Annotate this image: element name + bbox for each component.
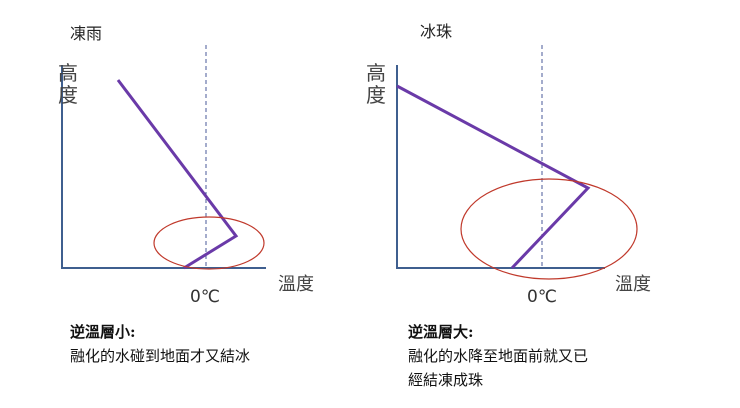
right-caption-line: 經結凍成珠: [408, 371, 484, 389]
left-zero-label: 0℃: [190, 287, 220, 307]
left-title: 凍雨: [70, 24, 103, 43]
right-y-label: 高度: [366, 61, 386, 107]
right-x-label: 溫度: [615, 274, 651, 295]
right-title: 冰珠: [420, 22, 453, 41]
right-caption-heading: 逆溫層大:: [408, 323, 474, 341]
left-x-label: 溫度: [278, 274, 314, 295]
right-caption-line: 融化的水降至地面前就又已: [408, 347, 589, 365]
left-temperature-profile: [116, 79, 239, 270]
right-caption: 逆溫層大: 融化的水降至地面前就又已 經結凍成珠: [408, 320, 588, 392]
left-caption: 逆溫層小: 融化的水碰到地面才又結冰: [70, 320, 250, 368]
left-inversion-ellipse: [153, 216, 265, 270]
right-inversion-ellipse: [460, 178, 638, 280]
left-y-label: 高度: [58, 61, 78, 107]
right-zero-label: 0℃: [527, 287, 557, 307]
left-caption-line: 融化的水碰到地面才又結冰: [70, 347, 251, 365]
right-temperature-profile: [396, 84, 591, 270]
left-caption-heading: 逆溫層小:: [70, 323, 136, 341]
